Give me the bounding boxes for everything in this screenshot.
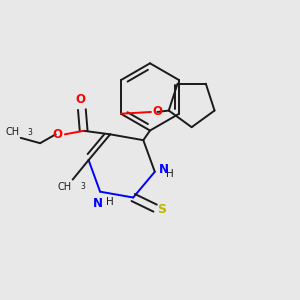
Text: 3: 3 (80, 182, 85, 191)
Text: 3: 3 (27, 128, 32, 137)
Text: N: N (159, 164, 169, 176)
Text: O: O (76, 93, 86, 106)
Text: H: H (167, 169, 174, 179)
Text: CH: CH (5, 127, 20, 137)
Text: N: N (93, 197, 103, 210)
Text: H: H (106, 197, 114, 207)
Text: CH: CH (58, 182, 72, 192)
Text: O: O (153, 106, 163, 118)
Text: O: O (52, 128, 62, 141)
Text: S: S (157, 203, 166, 216)
